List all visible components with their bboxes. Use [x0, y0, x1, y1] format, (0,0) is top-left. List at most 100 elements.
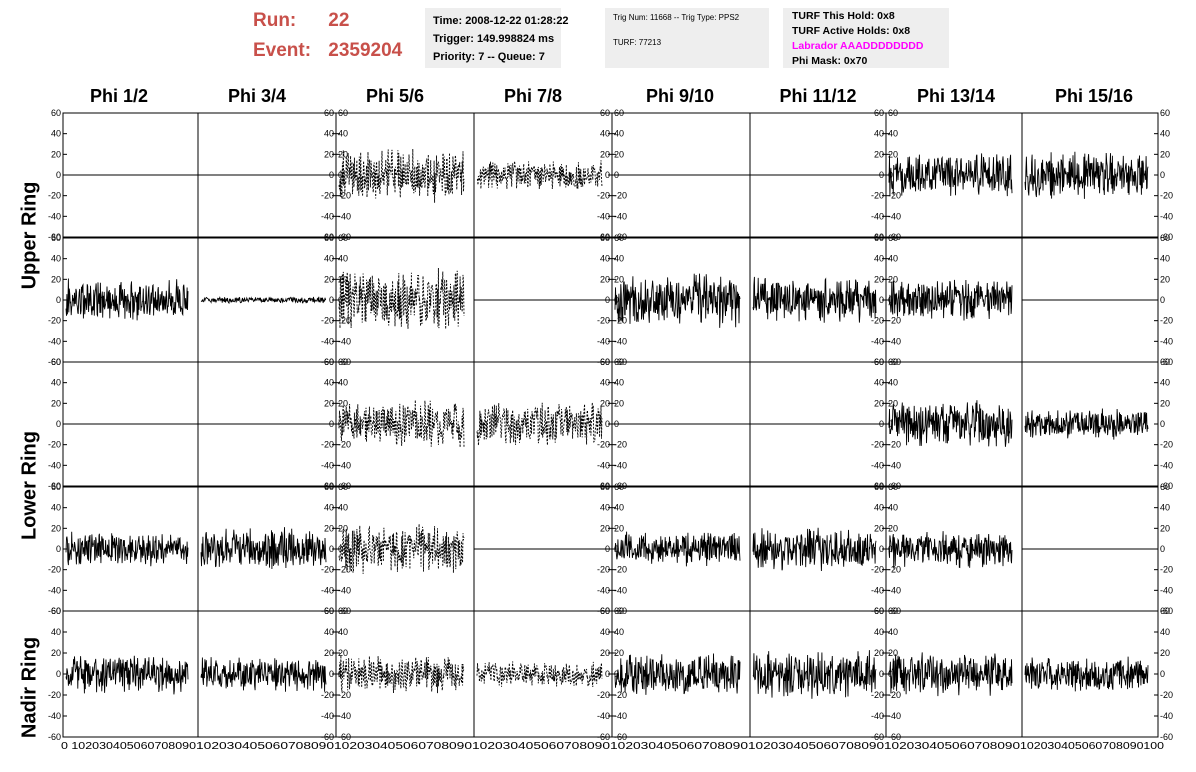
column-label-phi-15-16: Phi 15/16: [1054, 86, 1134, 106]
y-tick-label: -40: [48, 211, 61, 221]
y-tick-label: -40: [871, 711, 884, 721]
waveform-series: [888, 652, 1013, 697]
y-tick-label: -40: [614, 711, 627, 721]
waveform-series: [338, 655, 465, 694]
y-tick-label: 60: [1160, 108, 1170, 118]
y-tick-label: -40: [1160, 211, 1173, 221]
y-tick-label: -40: [48, 585, 61, 595]
y-tick-label: 40: [600, 627, 610, 637]
y-tick-label: 60: [600, 357, 610, 367]
y-tick-label: 20: [1160, 523, 1170, 533]
y-tick-label: -60: [48, 732, 61, 742]
y-tick-label: 60: [600, 108, 610, 118]
waveform-panel-r4-c8: 60 40 20 0 -20 -40 -60: [1021, 482, 1173, 616]
y-tick-label: 20: [1160, 648, 1170, 658]
y-tick-label: -40: [888, 460, 901, 470]
y-tick-label: 0: [338, 295, 343, 305]
y-tick-label: 20: [614, 523, 624, 533]
y-tick-label: 60: [874, 357, 884, 367]
waveform-panel-r2-c1: 60 40 20 0 -20 -40 -60: [48, 233, 199, 367]
y-tick-label: -60: [597, 232, 610, 242]
event-value: 2359204: [328, 40, 403, 61]
y-tick-label: 20: [614, 274, 624, 284]
y-tick-label: 40: [324, 503, 334, 513]
y-tick-label: -40: [888, 336, 901, 346]
y-tick-label: 60: [51, 482, 61, 492]
y-tick-label: -20: [1160, 690, 1173, 700]
y-tick-label: 40: [888, 254, 898, 264]
y-tick-label: 40: [324, 129, 334, 139]
column-label-phi-3-4: Phi 3/4: [227, 86, 287, 106]
y-tick-label: -20: [871, 440, 884, 450]
y-tick-label: 60: [1160, 233, 1170, 243]
x-tick-labels: 102030405060708090: [610, 741, 749, 752]
y-tick-label: 0: [605, 544, 610, 554]
x-tick-labels: 102030405060708090: [472, 741, 611, 752]
y-tick-label: 0: [1160, 419, 1165, 429]
y-tick-label: 20: [324, 523, 334, 533]
waveform-series: [888, 400, 1013, 447]
waveform-series: [888, 153, 1013, 197]
y-tick-label: 40: [614, 378, 624, 388]
y-tick-label: -60: [871, 732, 884, 742]
waveform-panel-r3-c8: 60 40 20 0 -20 -40 -60: [1021, 357, 1173, 491]
y-tick-label: -40: [48, 711, 61, 721]
y-tick-label: -20: [871, 316, 884, 326]
y-tick-label: 40: [874, 254, 884, 264]
y-tick-label: 20: [614, 149, 624, 159]
y-tick-label: -20: [48, 440, 61, 450]
y-tick-label: -20: [338, 191, 351, 201]
run-label: Run:: [253, 10, 297, 31]
y-tick-label: -60: [48, 357, 61, 367]
labrador-text: Labrador AAADDDDDDDD: [792, 40, 924, 52]
y-tick-label: -40: [597, 711, 610, 721]
time-text: Time: 2008-12-22 01:28:22: [433, 15, 569, 27]
y-tick-label: 0: [879, 295, 884, 305]
trig-info-box: Trig Num: 11668 -- Trig Type: PPS2 TURF:…: [605, 8, 769, 68]
y-tick-label: 20: [324, 149, 334, 159]
y-tick-label: 20: [874, 523, 884, 533]
y-tick-label: -20: [614, 316, 627, 326]
y-tick-label: -40: [338, 211, 351, 221]
y-tick-label: 40: [338, 129, 348, 139]
y-tick-label: -60: [48, 606, 61, 616]
y-tick-label: -40: [338, 585, 351, 595]
waveform-series: [1024, 408, 1149, 440]
y-tick-label: 40: [600, 378, 610, 388]
y-tick-label: 60: [600, 233, 610, 243]
y-tick-label: 0: [56, 419, 61, 429]
waveform-series: [752, 650, 877, 699]
y-tick-label: 20: [600, 648, 610, 658]
y-tick-label: 0: [605, 295, 610, 305]
y-tick-label: 60: [51, 233, 61, 243]
waveform-series: [65, 278, 189, 321]
y-tick-label: -60: [1160, 232, 1173, 242]
y-tick-label: 0: [1160, 544, 1165, 554]
y-tick-label: 40: [324, 378, 334, 388]
waveform-panel-r3-c3: 60 40 20 0 -20 -40 -60: [321, 357, 475, 491]
y-tick-label: -40: [338, 460, 351, 470]
y-tick-label: 40: [324, 627, 334, 637]
y-tick-label: 40: [324, 254, 334, 264]
y-tick-label: 0: [329, 170, 334, 180]
y-tick-label: -40: [1160, 336, 1173, 346]
x-tick-labels: 102030405060708090: [748, 741, 885, 752]
y-tick-label: 40: [1160, 378, 1170, 388]
y-tick-label: 40: [888, 627, 898, 637]
y-tick-label: -20: [338, 690, 351, 700]
y-tick-label: -60: [48, 232, 61, 242]
y-tick-label: -20: [597, 440, 610, 450]
y-tick-label: 20: [874, 274, 884, 284]
y-tick-label: -40: [871, 336, 884, 346]
y-tick-label: -40: [614, 585, 627, 595]
y-tick-label: -60: [321, 232, 334, 242]
y-tick-label: -40: [597, 460, 610, 470]
y-tick-label: -20: [48, 565, 61, 575]
waveform-series: [338, 399, 465, 448]
y-tick-label: -20: [48, 316, 61, 326]
y-tick-label: 40: [874, 378, 884, 388]
waveform-panel-r2-c8: 60 40 20 0 -20 -40 -60: [1021, 233, 1173, 367]
y-tick-label: 20: [1160, 274, 1170, 284]
x-tick-labels: 102030405060708090: [196, 741, 335, 752]
